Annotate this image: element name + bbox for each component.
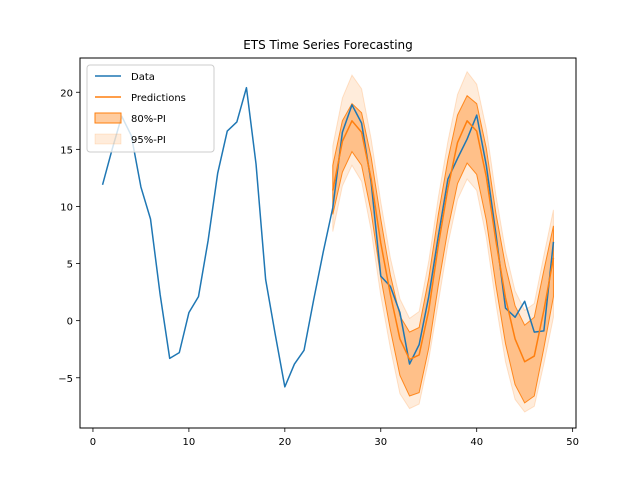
y-tick-label: 20	[60, 88, 73, 99]
legend-box	[86, 64, 215, 153]
legend-label-pi80: 80%-PI	[131, 114, 166, 125]
pi80-band	[332, 94, 554, 404]
y-tick-label: 15	[60, 145, 73, 156]
x-tick-label: 40	[470, 437, 483, 448]
y-tick-label: −5	[58, 374, 73, 385]
legend-swatch-pi95	[94, 133, 122, 145]
y-tick-label: 10	[60, 202, 73, 213]
pi95-band	[332, 70, 554, 413]
plot-area	[101, 70, 555, 413]
legend-label-data: Data	[131, 72, 155, 83]
plot-frame	[79, 57, 577, 429]
legend-label-pi95: 95%-PI	[131, 135, 166, 146]
data-series-line	[101, 86, 555, 388]
legend-swatch-pi80	[94, 112, 122, 124]
chart-title: ETS Time Series Forecasting	[243, 38, 413, 52]
axes: 0 10 20 30 40 50 −5 0 5 10 15 20	[58, 88, 579, 448]
x-tick-label: 10	[183, 437, 196, 448]
x-tick-label: 20	[278, 437, 291, 448]
legend: Data Predictions 80%-PI 95%-PI	[86, 64, 215, 153]
predictions-series-line	[332, 120, 555, 363]
legend-label-predictions: Predictions	[131, 93, 186, 104]
x-tick-label: 0	[90, 437, 96, 448]
y-tick-label: 5	[67, 260, 73, 271]
x-tick-label: 30	[374, 437, 387, 448]
x-tick-label: 50	[566, 437, 579, 448]
y-tick-label: 0	[67, 317, 73, 328]
